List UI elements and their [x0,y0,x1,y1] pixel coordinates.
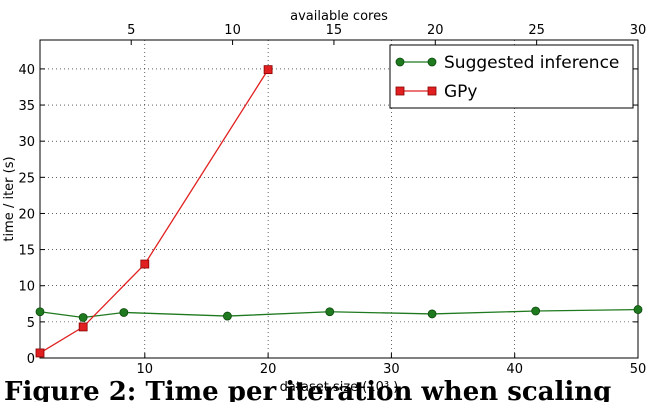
y-tick-label: 30 [18,135,35,150]
y-tick-label: 15 [18,244,35,259]
plot-frame [39,39,639,359]
x-tick-label: 20 [260,362,277,377]
data-point-suggested [223,311,232,321]
data-point-gpy [78,322,88,332]
data-point-gpy [140,259,150,269]
data-point-suggested [119,308,129,317]
data-point-suggested [427,309,437,319]
legend-marker-gpy [395,86,405,96]
series-line-gpy [39,69,269,354]
x-tick-label: 40 [506,362,523,377]
data-point-gpy [35,348,45,358]
y-tick-label: 0 [27,352,35,367]
y-tick-label: 40 [18,63,35,78]
data-point-suggested [325,307,335,317]
y-tick-label: 20 [18,207,35,222]
x-axis-label: dataset size (10³ ) [280,380,399,395]
y-tick-label: 25 [18,171,35,186]
legend-label-gpy: GPy [444,82,478,102]
top-x-tick-label: 10 [224,23,241,38]
top-x-tick-label: 5 [127,23,135,38]
top-x-axis-label: available cores [290,9,388,24]
figure-caption: Figure 2: Time per iteration when scalin… [4,378,612,402]
y-axis-label: time / iter (s) [2,156,17,241]
axes: 0 5 10 15 20 25 30 35 40 10 20 30 40 50 5 10 15 20 25 30 [18,23,646,377]
legend-label-suggested: Suggested inference [444,53,619,73]
legend-marker-gpy [427,86,437,96]
top-x-tick-label: 25 [528,23,545,38]
data-point-gpy [263,65,273,75]
legend-marker-suggested [427,57,437,67]
top-x-tick-label: 30 [630,23,647,38]
x-tick-label: 10 [137,362,154,377]
y-tick-label: 10 [18,280,35,295]
series-layer [35,65,643,358]
x-tick-label: 30 [383,362,400,377]
top-x-tick-label: 15 [326,23,343,38]
legend: Suggested inference GPy [389,44,634,109]
data-point-suggested [78,313,88,322]
y-tick-label: 35 [18,99,35,114]
data-point-suggested [531,306,541,316]
x-tick-label: 50 [630,362,647,377]
y-tick-label: 5 [27,316,35,331]
top-x-tick-label: 20 [427,23,444,38]
legend-marker-suggested [395,57,405,67]
series-line-suggested [39,308,639,319]
data-point-suggested [633,305,643,314]
legend-box [389,44,634,109]
data-point-suggested [35,307,45,317]
